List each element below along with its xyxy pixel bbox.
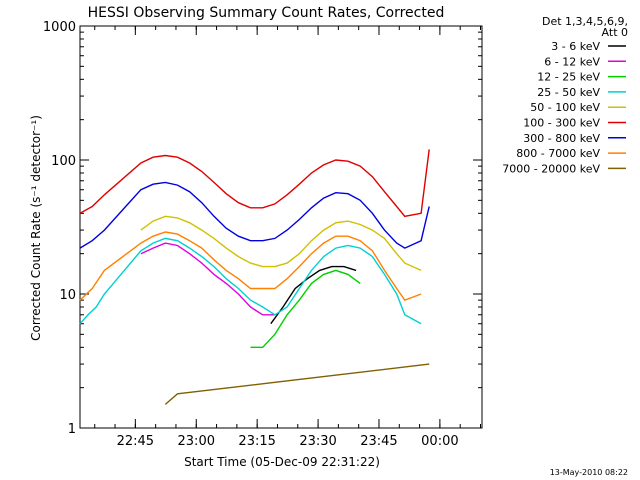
x-tick-label: 00:00 [421,434,458,449]
x-tick-label: 23:15 [238,434,275,449]
plot-border [79,25,483,429]
x-axis-label: Start Time (05-Dec-09 22:31:22) [184,455,380,469]
legend-header-det: Det 1,3,4,5,6,9, [542,15,628,28]
series-line-3 [250,269,361,348]
y-tick-label: 10 [59,288,76,303]
legend-label-4: 25 - 50 keV [537,86,600,99]
y-tick-label: 100 [51,154,76,169]
y-tick-label: 1000 [43,20,76,35]
legend-label-1: 3 - 6 keV [551,40,600,53]
y-axis-label: Corrected Count Rate (s⁻¹ detector⁻¹) [29,115,43,341]
legend-label-9: 7000 - 20000 keV [502,162,600,175]
x-tick-label: 23:30 [299,434,336,449]
series-line-6 [79,149,430,218]
legend-label-8: 800 - 7000 keV [516,147,600,160]
series-line-9 [164,363,430,405]
x-tick-label: 23:45 [360,434,397,449]
legend-label-2: 6 - 12 keV [544,55,600,68]
legend-header-att: Att 0 [602,26,628,39]
legend-label-7: 300 - 800 keV [523,132,600,145]
legend-label-5: 50 - 100 keV [530,101,600,114]
series-line-1 [270,265,357,325]
chart-title: HESSI Observing Summary Count Rates, Cor… [88,5,445,21]
x-tick-label: 22:45 [117,434,154,449]
plot-frame: 1 10 100 1000 22:45 23:00 23:15 23:30 23:45 00:00 [43,20,483,449]
series-line-5 [140,215,422,272]
series-line-2 [140,242,275,316]
timestamp: 13-May-2010 08:22 [550,468,628,477]
series-line-8 [79,231,422,301]
legend-label-3: 12 - 25 keV [537,71,600,84]
series-line-4 [79,237,422,325]
y-tick-label: 1 [68,422,76,437]
series-line-7 [79,181,430,249]
series-group [79,149,430,405]
legend: 3 - 6 keV 6 - 12 keV 12 - 25 keV 25 - 50 ke… [502,40,626,175]
x-tick-label: 23:00 [178,434,215,449]
legend-label-6: 100 - 300 keV [523,117,600,130]
